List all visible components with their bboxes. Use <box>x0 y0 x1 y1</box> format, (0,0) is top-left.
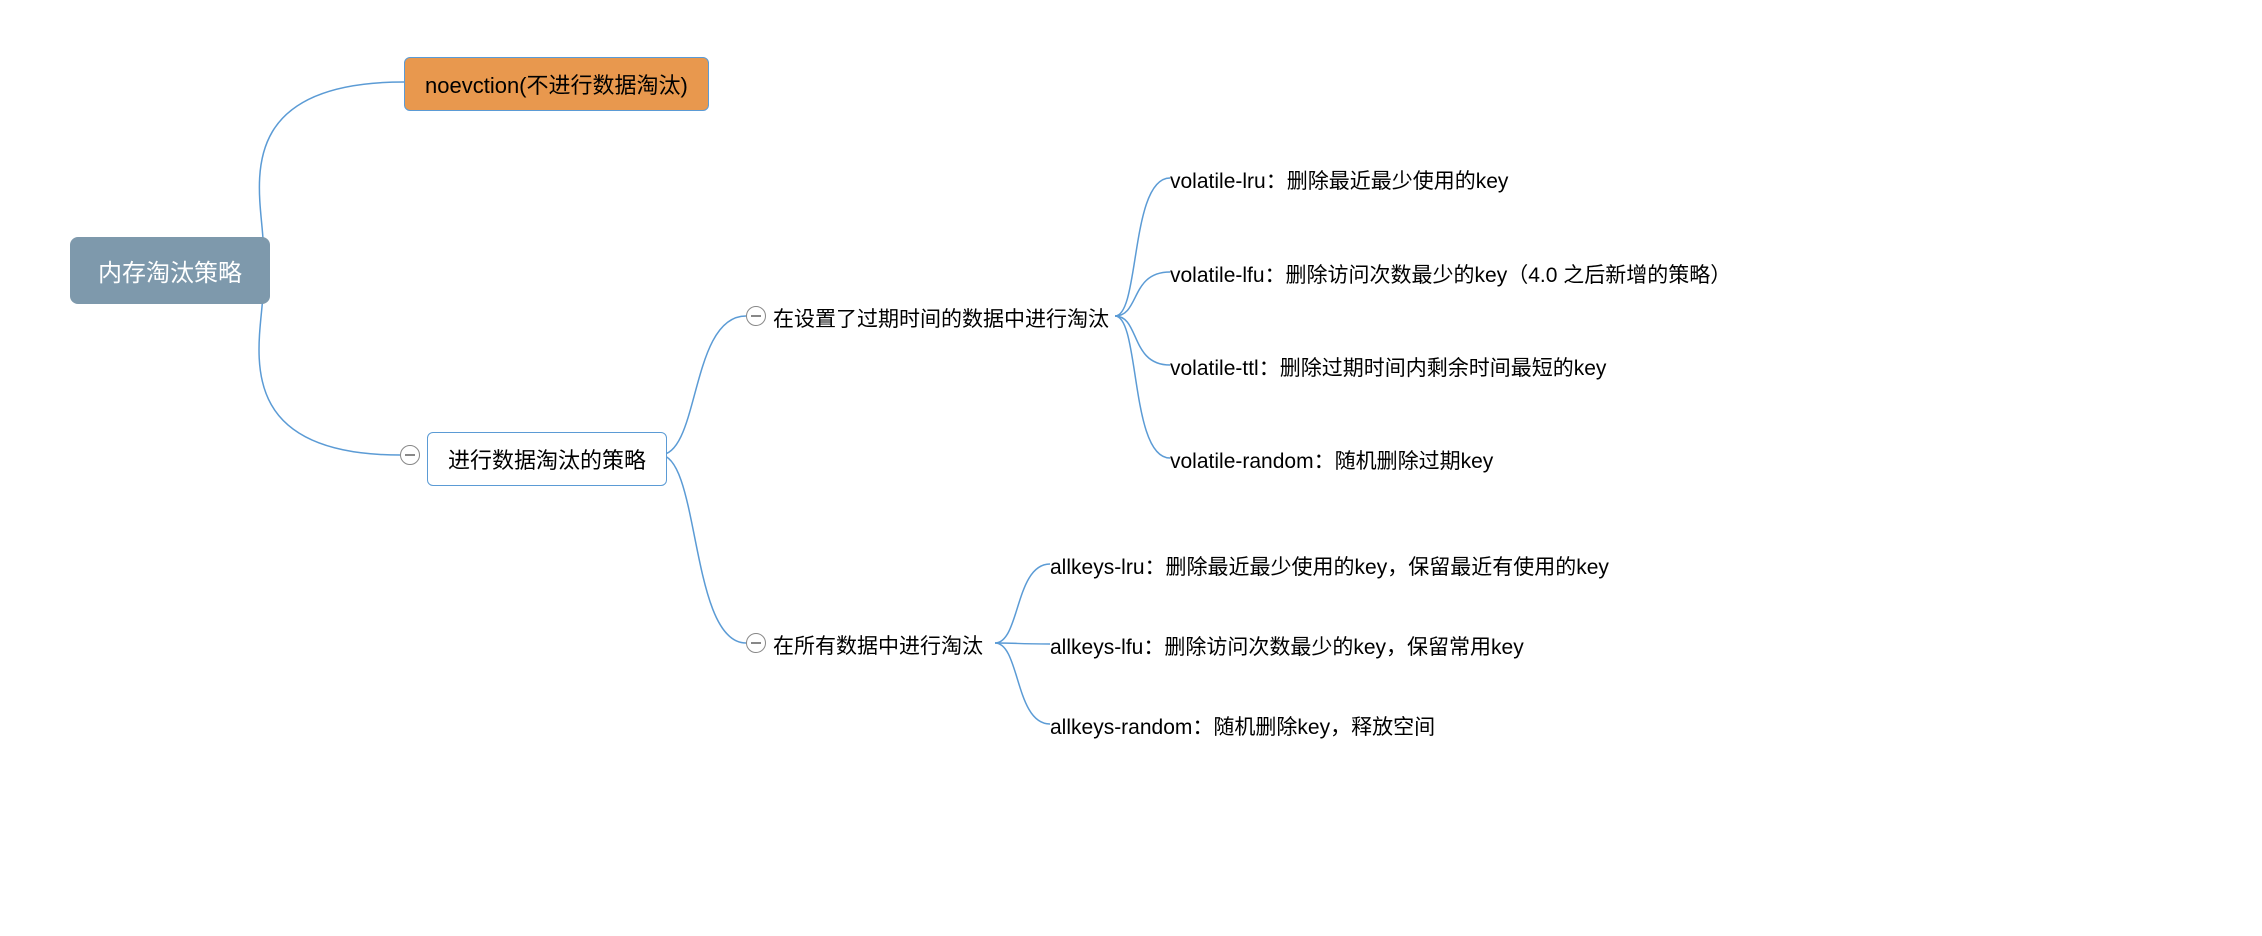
node-volatile-ttl[interactable]: volatile-ttl：删除过期时间内剩余时间最短的key <box>1170 352 1606 382</box>
connector-line <box>995 643 1050 644</box>
connector-line <box>995 643 1050 724</box>
connector-line <box>1115 178 1170 316</box>
connector-line <box>1115 316 1170 458</box>
node-allkeys-lru[interactable]: allkeys-lru：删除最近最少使用的key，保留最近有使用的key <box>1050 551 1609 581</box>
connector-line <box>660 455 746 643</box>
root-node[interactable]: 内存淘汰策略 <box>70 237 270 304</box>
collapse-icon[interactable] <box>746 633 766 653</box>
node-eviction-group[interactable]: 进行数据淘汰的策略 <box>427 432 667 486</box>
connector-line <box>660 316 746 455</box>
node-allkeys-lfu[interactable]: allkeys-lfu：删除访问次数最少的key，保留常用key <box>1050 631 1524 661</box>
node-volatile-lfu[interactable]: volatile-lfu：删除访问次数最少的key（4.0 之后新增的策略） <box>1170 259 1731 289</box>
mindmap-connectors <box>0 0 2262 936</box>
node-allkeys-group[interactable]: 在所有数据中进行淘汰 <box>773 630 983 660</box>
collapse-icon[interactable] <box>746 306 766 326</box>
connector-line <box>1115 272 1170 316</box>
collapse-icon[interactable] <box>400 445 420 465</box>
connector-line <box>250 82 404 267</box>
connector-line <box>995 564 1050 643</box>
node-volatile-random[interactable]: volatile-random：随机删除过期key <box>1170 445 1493 475</box>
node-allkeys-random[interactable]: allkeys-random：随机删除key，释放空间 <box>1050 711 1435 741</box>
node-volatile-group[interactable]: 在设置了过期时间的数据中进行淘汰 <box>773 303 1109 333</box>
node-volatile-lru[interactable]: volatile-lru：删除最近最少使用的key <box>1170 165 1508 195</box>
connector-line <box>250 267 400 455</box>
connector-line <box>1115 316 1170 365</box>
node-noeviction[interactable]: noevction(不进行数据淘汰) <box>404 57 709 111</box>
